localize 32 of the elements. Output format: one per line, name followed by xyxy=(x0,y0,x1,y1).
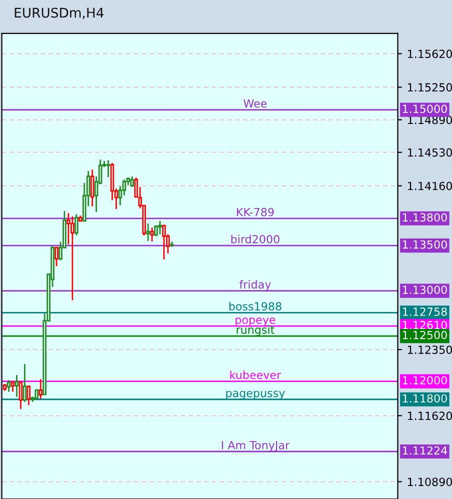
annotation: rungsit xyxy=(236,325,274,336)
chart-title: EURUSDm,H4 xyxy=(14,8,104,20)
y-tick-label: 1.12350 xyxy=(408,346,452,354)
y-tick-label: 1.10890 xyxy=(408,478,452,486)
ref-line-label: 1.13000 xyxy=(402,286,447,294)
annotation: KK-789 xyxy=(236,208,274,216)
ref-line-label: 1.12758 xyxy=(402,308,447,316)
annotation: bird2000 xyxy=(231,234,280,244)
y-tick-label: 1.14530 xyxy=(408,148,452,157)
ref-line-label: 1.15000 xyxy=(402,104,447,114)
ref-line-label: 1.11800 xyxy=(402,394,447,403)
y-tick-label: 1.14160 xyxy=(408,182,452,190)
candlestick xyxy=(90,168,94,207)
ref-line-label: 1.13500 xyxy=(402,240,447,249)
annotation: popeye xyxy=(236,318,276,326)
ref-line-label: 1.12610 xyxy=(402,320,447,330)
annotation: I Am TonyJar xyxy=(222,441,290,452)
annotation: pagepussy xyxy=(226,390,285,400)
ref-line-label: 1.11224 xyxy=(402,446,448,455)
y-tick-label: 1.11620 xyxy=(408,412,452,420)
annotation: Wee xyxy=(244,99,267,108)
y-tick-label: 1.15250 xyxy=(408,83,452,92)
ref-line-label: 1.13800 xyxy=(402,213,447,222)
candlestick xyxy=(14,374,19,398)
annotation: boss1988 xyxy=(229,302,282,311)
y-tick-label: 1.15620 xyxy=(408,50,452,58)
annotation: friday xyxy=(239,280,271,291)
candlestick xyxy=(6,379,11,392)
ref-line-label: 1.12500 xyxy=(402,330,447,340)
annotation: kubeever xyxy=(230,370,282,380)
candlestick xyxy=(70,216,74,301)
ref-line-label: 1.12000 xyxy=(402,376,447,384)
